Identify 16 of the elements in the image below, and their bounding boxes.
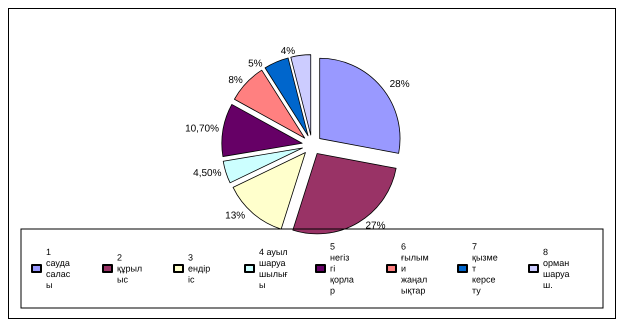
data-label: 4% (280, 46, 296, 57)
data-label: 13% (225, 210, 246, 222)
data-label: 5% (248, 58, 263, 70)
legend-label: 5 негізгі қорлар (330, 242, 354, 296)
data-label: 8% (228, 74, 243, 86)
legend-label: 2 құрылыс (117, 252, 142, 284)
legend-label: 8 орман шаруаш. (543, 247, 572, 290)
data-label: 4,50% (193, 168, 222, 179)
legend-label: 6 ғылыми жаңалықтар (401, 242, 429, 296)
data-label: 27% (365, 220, 386, 232)
data-label: 10,70% (185, 124, 220, 135)
legend-label: 1 сауда саласы (46, 247, 72, 290)
legend-label: 3 ендіріс (188, 252, 210, 284)
legend-label: 4 ауыл шаруашылығы (259, 247, 290, 290)
legend-label: 7 қызмет керсету (472, 242, 498, 296)
data-label: 28% (390, 79, 410, 90)
